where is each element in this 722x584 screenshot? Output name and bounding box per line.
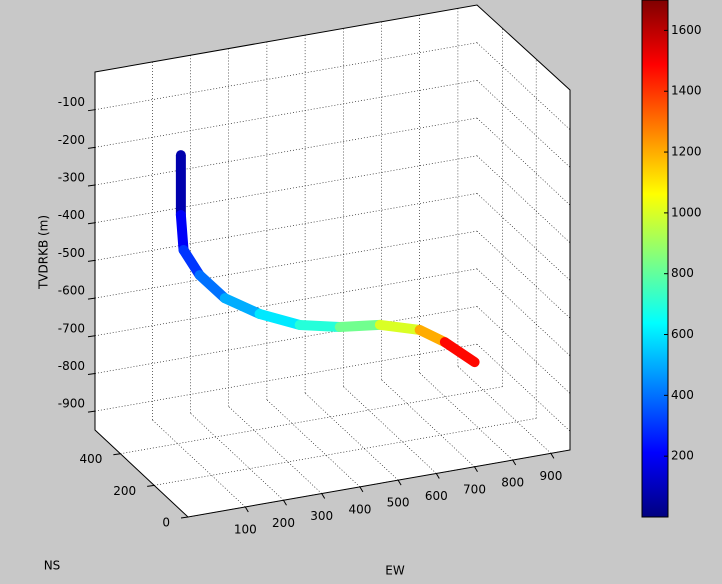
tick-mark: [87, 259, 96, 262]
trajectory-segment: [374, 319, 425, 335]
x-tick-label: 300: [310, 509, 333, 523]
grid-line: [476, 155, 571, 243]
trajectory-segment: [439, 337, 480, 368]
z-tick-label: -200: [58, 133, 85, 147]
trajectory-segment: [219, 293, 265, 319]
z-tick-label: -900: [58, 397, 85, 411]
x-tick-label: 500: [387, 496, 410, 510]
grid-line: [304, 392, 399, 481]
tick-mark: [359, 486, 364, 493]
grid-line: [476, 42, 571, 130]
z-tick-label: -600: [58, 284, 85, 298]
colorbar: [641, 0, 669, 518]
axes-box: [94, 4, 571, 518]
grid-line: [228, 406, 322, 494]
grid-line: [343, 386, 437, 474]
trajectory-segment: [254, 308, 305, 330]
x-tick-label: 600: [425, 489, 448, 503]
grid-line: [381, 379, 475, 467]
grid-line: [266, 399, 361, 488]
tick-mark: [147, 484, 155, 487]
trajectory-segment: [175, 210, 189, 255]
colorbar-tick-label: 800: [671, 266, 694, 280]
grid-line: [190, 413, 284, 501]
tick-mark: [87, 335, 96, 338]
trajectory-segment: [294, 319, 345, 332]
y-tick-label: 400: [79, 452, 102, 466]
colorbar-tick-label: 400: [671, 388, 694, 402]
tick-mark: [87, 222, 96, 225]
tick-mark: [87, 184, 96, 187]
y-tick-label: 200: [113, 484, 136, 498]
y-tick-label: 0: [162, 516, 170, 530]
colorbar-tick-label: 1200: [671, 145, 702, 159]
tick-mark: [87, 410, 96, 413]
tick-mark: [87, 146, 96, 149]
colorbar-tick-label: 600: [671, 327, 694, 341]
tick-mark: [87, 297, 96, 300]
z-tick-label: -800: [58, 359, 85, 373]
axes-background: [95, 5, 570, 517]
tick-mark: [550, 453, 555, 459]
tick-mark: [244, 506, 249, 513]
grid-line: [476, 117, 571, 206]
x-tick-label: 400: [348, 502, 371, 516]
tick-mark: [283, 499, 287, 506]
z-tick-label: -700: [58, 321, 85, 335]
grid-line: [476, 193, 571, 281]
tick-mark: [113, 453, 121, 456]
z-tick-label: -300: [58, 171, 85, 185]
z-tick-label: -500: [58, 246, 85, 260]
z-axis-label: TVDRKB (m): [37, 215, 51, 290]
z-tick-label: -100: [58, 95, 85, 109]
tick-mark: [87, 109, 96, 112]
tick-mark: [512, 459, 517, 466]
grid-line: [457, 366, 552, 454]
x-axis-label: EW: [385, 564, 405, 578]
tick-mark: [397, 479, 402, 486]
tick-mark: [321, 493, 326, 499]
tick-mark: [435, 473, 440, 479]
grid-line: [419, 372, 513, 461]
grid-line: [476, 230, 571, 319]
grid-line: [476, 80, 571, 168]
x-tick-label: 200: [272, 516, 295, 530]
colorbar-tick-label: 1000: [671, 205, 702, 219]
z-tick-label: -400: [58, 208, 85, 222]
grid-line: [476, 268, 571, 357]
colorbar-tick-label: 1400: [671, 84, 702, 98]
trajectory: [175, 150, 480, 368]
tick-mark: [474, 466, 478, 473]
grid: [94, 8, 571, 518]
colorbar-tick-label: 1600: [671, 23, 702, 37]
y-axis-label: NS: [44, 559, 61, 573]
x-tick-label: 800: [501, 476, 524, 490]
x-tick-label: 900: [539, 469, 562, 483]
trajectory-segment: [334, 319, 385, 332]
grid-line: [476, 306, 571, 394]
grid-line: [476, 343, 571, 432]
tick-mark: [180, 516, 189, 519]
colorbar-tick-label: 200: [671, 449, 694, 463]
tick-mark: [87, 372, 96, 375]
grid-line: [152, 419, 246, 508]
x-tick-label: 700: [463, 482, 486, 496]
trajectory-segment: [194, 270, 230, 304]
x-tick-label: 100: [234, 522, 257, 536]
